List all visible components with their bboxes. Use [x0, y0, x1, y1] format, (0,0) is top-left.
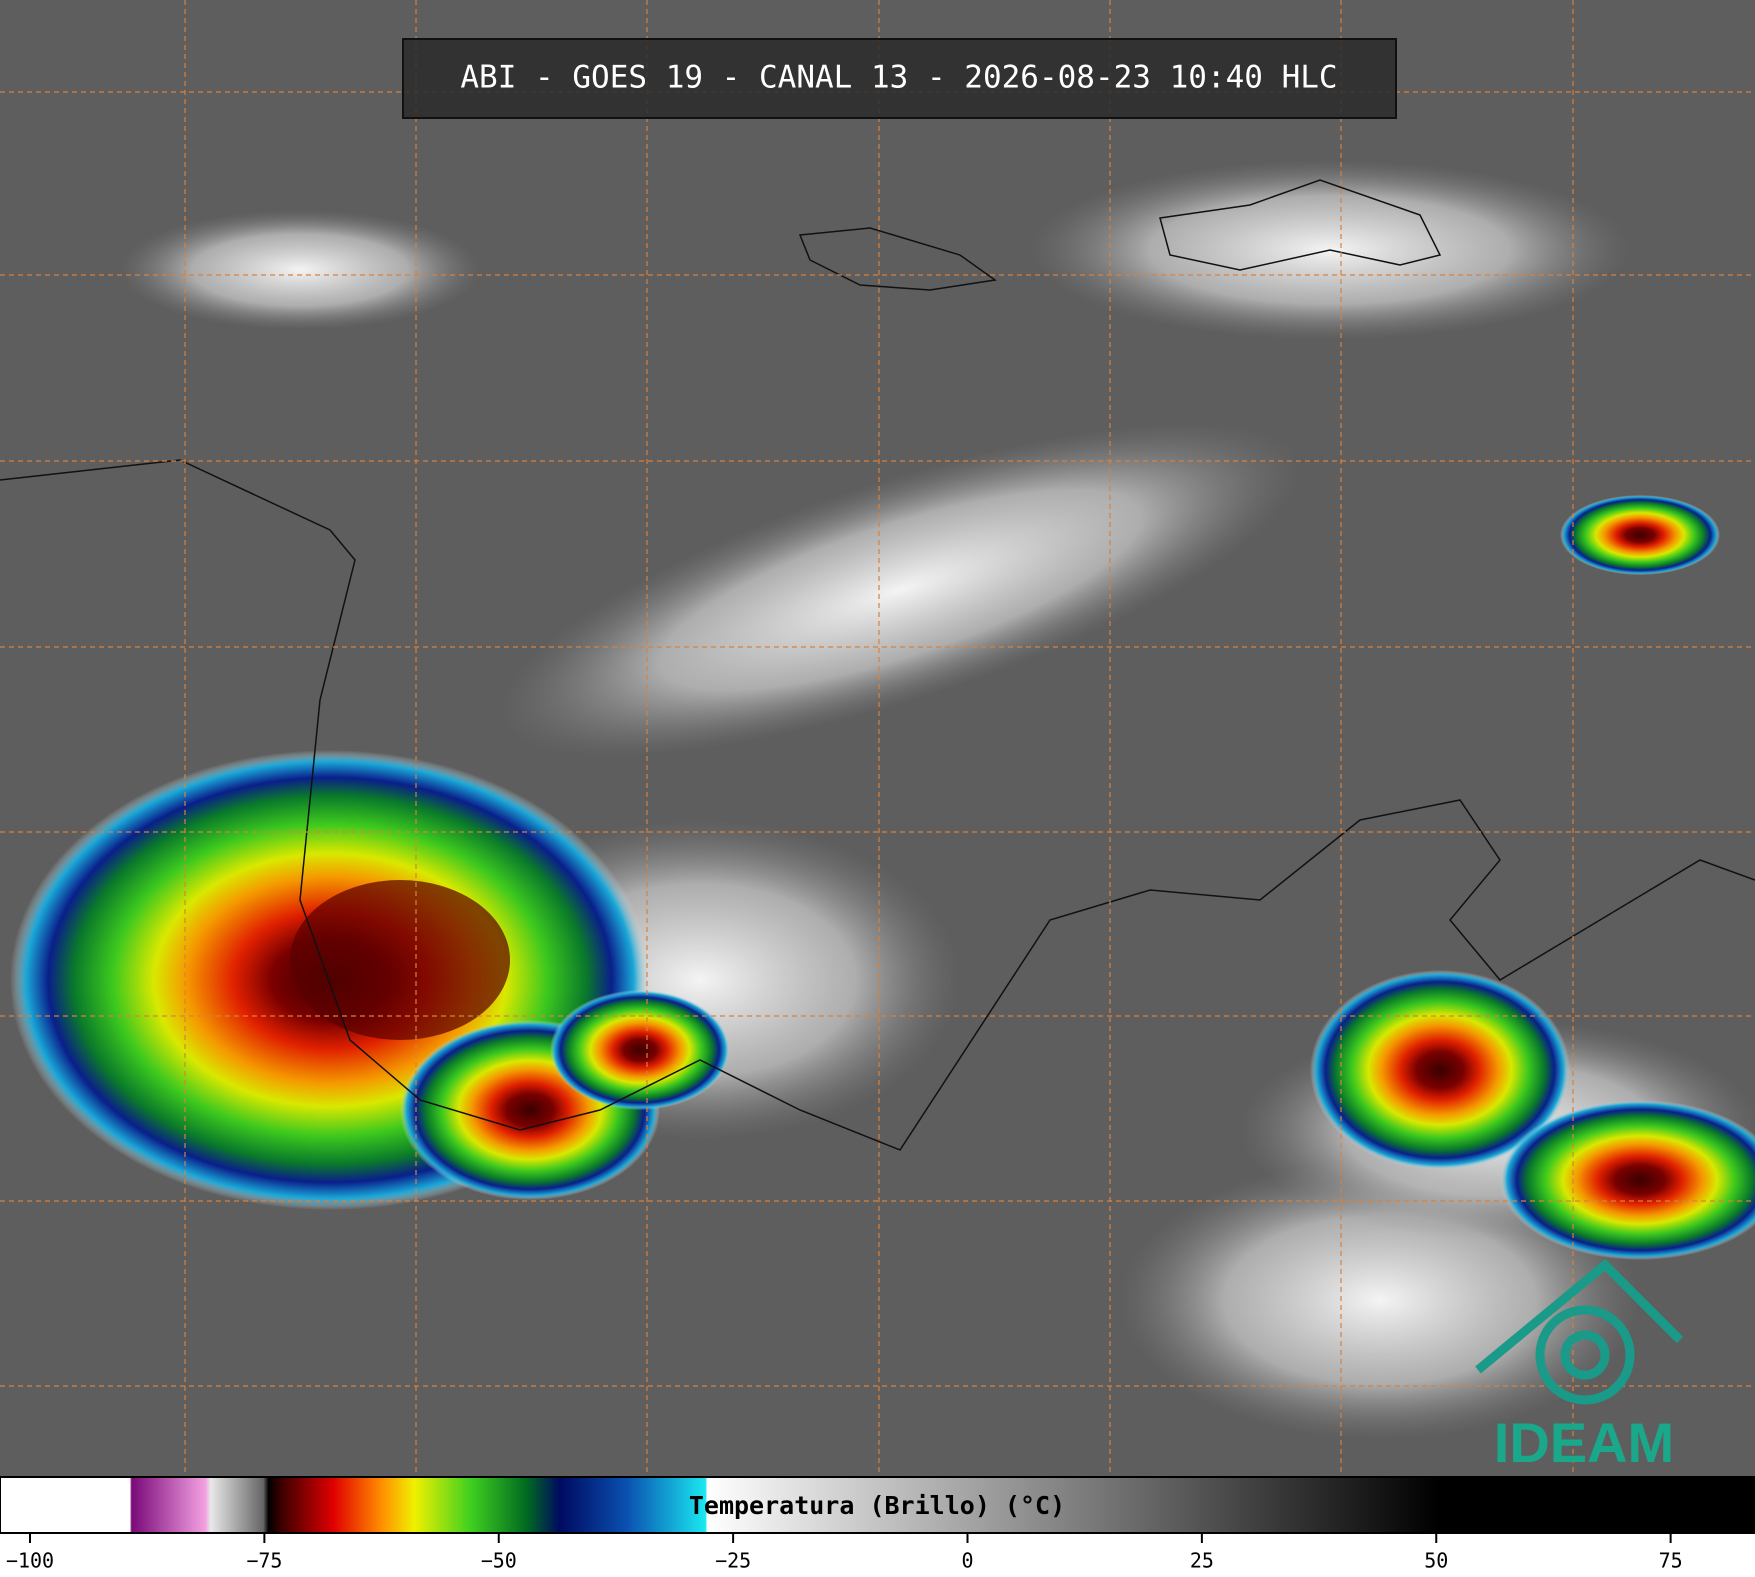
logo-swirl — [1560, 1330, 1610, 1380]
tick-label: −75 — [246, 1549, 282, 1573]
cloud — [120, 210, 480, 330]
storm-system — [1310, 970, 1570, 1170]
logo-text: IDEAM — [1494, 1411, 1674, 1474]
colorbar-label: Temperatura (Brillo) (°C) — [689, 1491, 1065, 1520]
logo-roof — [1475, 1258, 1684, 1374]
logo — [1475, 1258, 1684, 1405]
storm-system — [1560, 495, 1720, 575]
storm-system — [1500, 1100, 1755, 1260]
tick-label: 50 — [1424, 1549, 1448, 1573]
title: ABI - GOES 19 - CANAL 13 - 2026-08-23 10… — [460, 60, 1337, 96]
tick-label: 75 — [1659, 1549, 1683, 1573]
coastline — [1159, 179, 1442, 271]
tick-label: 25 — [1190, 1549, 1214, 1573]
logo-swirl — [1535, 1305, 1635, 1405]
coastlines — [0, 179, 1755, 1151]
storm-core — [290, 880, 510, 1040]
colorbar — [0, 1476, 1755, 1534]
tick-label: −25 — [715, 1549, 751, 1573]
tick-label: 0 — [961, 1549, 973, 1573]
title-box — [402, 38, 1397, 119]
coastline — [798, 227, 997, 291]
graticule — [0, 0, 1755, 1477]
storm-system — [550, 990, 730, 1110]
tick-label: −50 — [481, 1549, 517, 1573]
cloud-layer — [10, 160, 1755, 1440]
colorbar-ticks: −100 −75 −50 −25 0 25 50 75 — [6, 1533, 1683, 1573]
cloud — [499, 423, 1301, 757]
tick-label: −100 — [6, 1549, 54, 1573]
coastline — [0, 459, 1755, 1151]
